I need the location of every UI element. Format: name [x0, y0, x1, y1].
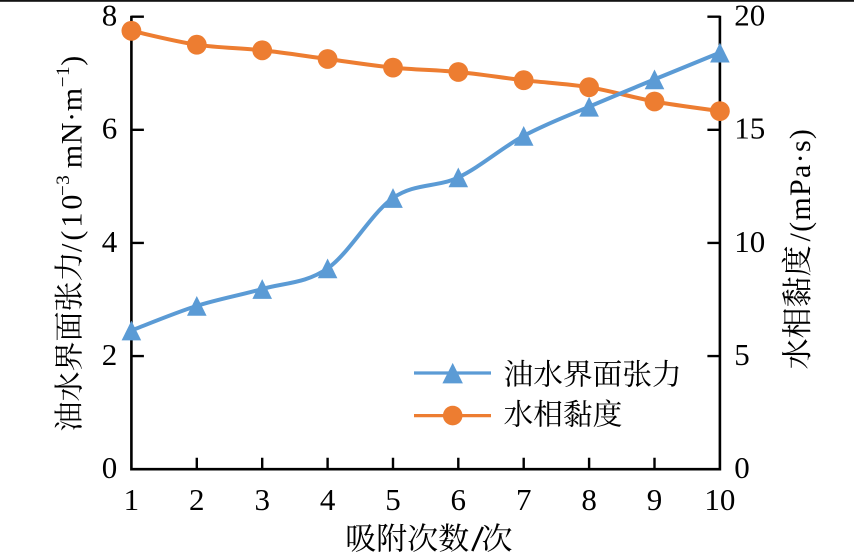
- svg-text:5: 5: [385, 482, 401, 517]
- svg-text:10: 10: [704, 482, 735, 517]
- svg-text:4: 4: [102, 224, 118, 259]
- svg-text:7: 7: [516, 482, 532, 517]
- svg-text:2: 2: [102, 337, 118, 372]
- svg-text:/(10: /(10: [56, 192, 89, 252]
- svg-text:/(mPa·s): /(mPa·s): [784, 128, 817, 242]
- svg-text:10: 10: [734, 224, 765, 259]
- svg-text:5: 5: [734, 337, 750, 372]
- svg-text:8: 8: [102, 0, 118, 33]
- svg-text:4: 4: [320, 482, 336, 517]
- svg-text:6: 6: [451, 482, 467, 517]
- svg-text:2: 2: [189, 482, 205, 517]
- svg-text:20: 20: [734, 0, 765, 33]
- svg-text:6: 6: [102, 111, 118, 146]
- svg-text:3: 3: [254, 482, 270, 517]
- svg-text:0: 0: [734, 450, 750, 485]
- svg-text:0: 0: [102, 450, 118, 485]
- svg-text:1: 1: [124, 482, 140, 517]
- svg-text:9: 9: [647, 482, 663, 517]
- svg-text:−3: −3: [53, 175, 74, 196]
- svg-text:8: 8: [581, 482, 597, 517]
- svg-text:15: 15: [734, 111, 765, 146]
